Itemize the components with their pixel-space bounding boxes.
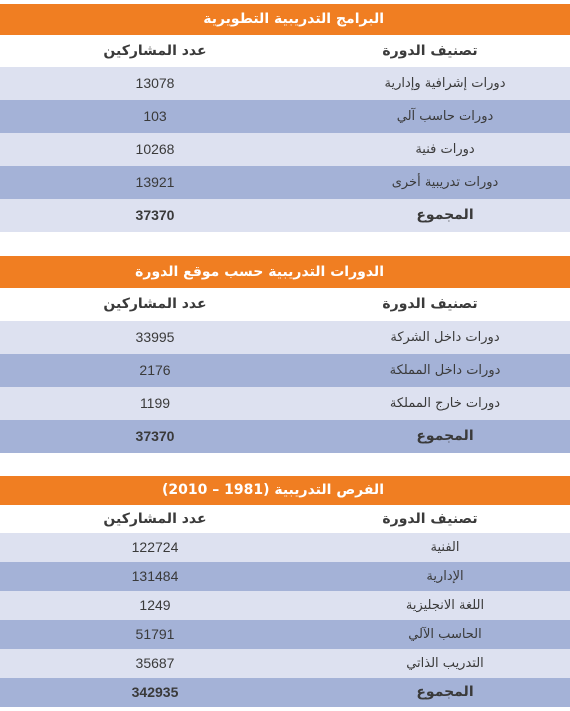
row-category: دورات داخل الشركة [390,330,500,345]
row-count: 131484 [131,568,179,584]
table-row: اللغة الانجليزية 1249 [0,591,570,620]
table-by-course-location: الدورات التدريبية حسب موقع الدورة تصنيف … [0,256,570,453]
row-category: دورات تدريبية أخرى [391,175,499,190]
row-count: 51791 [135,626,175,642]
column-header-category: تصنيف الدورة [382,511,478,527]
total-label: المجموع [416,684,474,700]
row-category: دورات فنية [415,142,475,157]
row-count: 13078 [135,75,175,91]
column-header-count: عدد المشاركين [103,511,207,527]
table-title: البرامج التدريبية التطويرية [0,4,570,35]
row-count: 1249 [139,597,171,613]
table-row: دورات تدريبية أخرى 13921 [0,166,570,199]
table-training-opportunities: الفرص التدريبية (1981 – 2010) تصنيف الدو… [0,476,570,707]
column-header-category: تصنيف الدورة [382,296,478,312]
table-row: دورات خارج المملكة 1199 [0,387,570,420]
row-count: 2176 [139,362,171,378]
table-row: دورات داخل الشركة 33995 [0,321,570,354]
total-count: 342935 [131,684,179,700]
column-header-category: تصنيف الدورة [382,43,478,59]
table-title: الفرص التدريبية (1981 – 2010) [0,476,570,505]
table-row: دورات داخل المملكة 2176 [0,354,570,387]
total-label: المجموع [416,428,474,444]
table-row: دورات فنية 10268 [0,133,570,166]
table-row: التدريب الذاتي 35687 [0,649,570,678]
row-count: 10268 [135,141,175,157]
row-count: 103 [143,108,167,124]
table-total-row: المجموع 342935 [0,678,570,707]
row-category: دورات إشرافية وإدارية [384,76,506,91]
table-header-row: تصنيف الدورة عدد المشاركين [0,505,570,533]
row-category: دورات داخل المملكة [389,363,501,378]
column-header-count: عدد المشاركين [103,296,207,312]
row-count: 1199 [139,395,171,411]
total-count: 37370 [135,207,175,223]
table-title: الدورات التدريبية حسب موقع الدورة [0,256,570,288]
table-header-row: تصنيف الدورة عدد المشاركين [0,288,570,321]
row-count: 13921 [135,174,175,190]
row-category: التدريب الذاتي [406,656,484,671]
table-row: الفنية 122724 [0,533,570,562]
table-row: الإدارية 131484 [0,562,570,591]
total-count: 37370 [135,428,175,444]
table-total-row: المجموع 37370 [0,420,570,453]
row-category: اللغة الانجليزية [405,598,485,613]
table-row: الحاسب الآلي 51791 [0,620,570,649]
total-label: المجموع [416,207,474,223]
row-category: الإدارية [426,569,464,584]
table-row: دورات إشرافية وإدارية 13078 [0,67,570,100]
row-count: 35687 [135,655,175,671]
row-category: دورات حاسب آلي [396,109,494,124]
table-total-row: المجموع 37370 [0,199,570,232]
row-count: 33995 [135,329,175,345]
table-row: دورات حاسب آلي 103 [0,100,570,133]
row-category: دورات خارج المملكة [389,396,501,411]
table-header-row: تصنيف الدورة عدد المشاركين [0,35,570,67]
column-header-count: عدد المشاركين [103,43,207,59]
row-category: الحاسب الآلي [408,627,482,642]
row-count: 122724 [131,539,179,555]
row-category: الفنية [430,540,460,555]
table-development-programs: البرامج التدريبية التطويرية تصنيف الدورة… [0,4,570,232]
